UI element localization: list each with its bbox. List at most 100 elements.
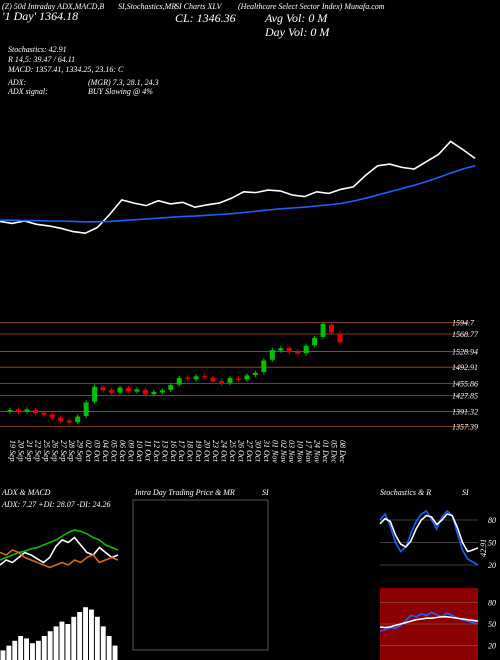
x-tick-label: 05 Dec [330,440,339,463]
candle-body [117,387,123,393]
x-tick-label: 02 Oct [84,440,93,462]
y-tick-label: 1427.85 [452,392,478,401]
candle-body [134,389,140,392]
x-tick-label: 19 Sep [8,440,17,462]
stochastics: Stochastics: 42.91 [8,45,67,54]
panel-title: ADX & MACD [1,488,51,497]
x-tick-label: 26 Sep [50,440,59,462]
day-volume: Day Vol: 0 M [264,25,330,39]
candle-body [49,414,55,418]
x-tick-label: 31 Oct [262,439,271,462]
candle-body [210,377,216,382]
series-line [0,536,119,566]
candle-body [202,375,208,378]
x-tick-label: 28 Sep [67,440,76,462]
x-tick-label: 01 Nov [270,440,279,463]
panel-subtitle: ADX: 7.27 +DI: 28.07 -DI: 24.26 [1,500,111,509]
candle-body [244,375,250,380]
x-tick-label: 25 Oct [228,440,237,462]
x-tick-label: 11 Oct [143,440,152,462]
candle-body [142,389,148,395]
candle-body [278,348,284,351]
x-tick-label: 10 Oct [135,440,144,462]
x-tick-label: 27 Sep [59,440,68,462]
candle-body [159,390,165,393]
x-tick-label: 06 Oct [118,440,127,462]
y-tick-label: 20 [488,561,496,570]
histogram-bar [41,636,47,660]
candle-body [58,417,64,421]
series-line [0,140,476,235]
close-price: CL: 1346.36 [175,11,236,25]
x-tick-label: 24 Nov [313,440,322,463]
candle-body [75,416,81,423]
candle-body [83,402,89,417]
histogram-bar [53,626,59,660]
histogram-bar [30,643,35,660]
x-tick-label: 20 Sep [16,440,25,462]
x-tick-label: 04 Oct [101,440,110,462]
candle-body [109,389,115,393]
series-line [0,165,476,223]
panel-title: Intra Day Trading Price & MR [134,488,235,497]
histogram-bar [47,631,53,660]
x-tick-label: 02 Nov [279,440,288,463]
header: SI Charts XLV [175,2,222,11]
y-tick-label: 20 [488,642,496,651]
histogram-bar [65,624,71,660]
x-tick-label: 29 Sep [76,440,85,462]
y-tick-label: 1568.77 [452,330,479,339]
x-tick-label: 05 Oct [110,440,119,462]
candle-body [329,324,335,333]
panel-title: SI [262,488,269,497]
x-tick-label: 21 Sep [25,440,34,462]
histogram-bar [106,636,112,660]
histogram-bar [24,638,29,660]
series-line [0,529,119,561]
candle-body [235,378,241,380]
candle-body [219,381,225,384]
x-tick-label: 26 Oct [236,440,245,462]
candle-body [176,378,182,385]
candle-body [15,409,21,413]
histogram-bar [94,616,100,660]
candle-body [168,385,174,390]
candle-body [7,409,13,412]
header: (Healthcare Select Sector Index) Munafa.… [238,2,385,11]
x-tick-label: 16 Oct [169,440,178,462]
candle-body [41,412,47,415]
y-tick-label: 50 [488,620,496,629]
panel-title: SI [462,488,469,497]
x-tick-label: 13 Oct [160,440,169,462]
y-tick-label: 1492.91 [452,363,478,372]
x-tick-label: 08 Dec [338,440,347,463]
candle-body [269,350,275,360]
candle-body [227,378,233,383]
x-tick-label: 25 Sep [42,440,51,462]
x-tick-label: 10 Nov [296,440,305,463]
histogram-bar [35,640,41,660]
avg-volume: Avg Vol: 0 M [264,11,328,25]
y-tick-label: 1391.32 [452,408,478,417]
y-tick-label: 1357.39 [452,422,478,431]
macd: MACD: 1357.41, 1334.25, 23.16: C [7,65,124,74]
histogram-bar [71,616,77,660]
candle-body [32,409,38,414]
y-tick-label: 80 [488,598,496,607]
histogram-bar [83,607,88,660]
y-tick-label: 1455.86 [452,379,478,388]
candle-body [320,323,326,337]
adx-signal-value: BUY Slowing @ 4% [88,87,153,96]
candle-body [66,420,72,423]
panel-title: Stochastics & R [380,488,431,497]
day-price: '1 Day' 1364.18 [2,9,78,23]
candle-body [185,377,191,379]
x-tick-label: 27 Oct [245,440,254,462]
header: (Z) 50d Intraday ADX,MACD,B [2,2,104,11]
x-tick-label: 24 Oct [220,440,229,462]
histogram-bar [112,645,118,660]
candle-body [193,376,199,380]
candle-body [312,337,318,346]
